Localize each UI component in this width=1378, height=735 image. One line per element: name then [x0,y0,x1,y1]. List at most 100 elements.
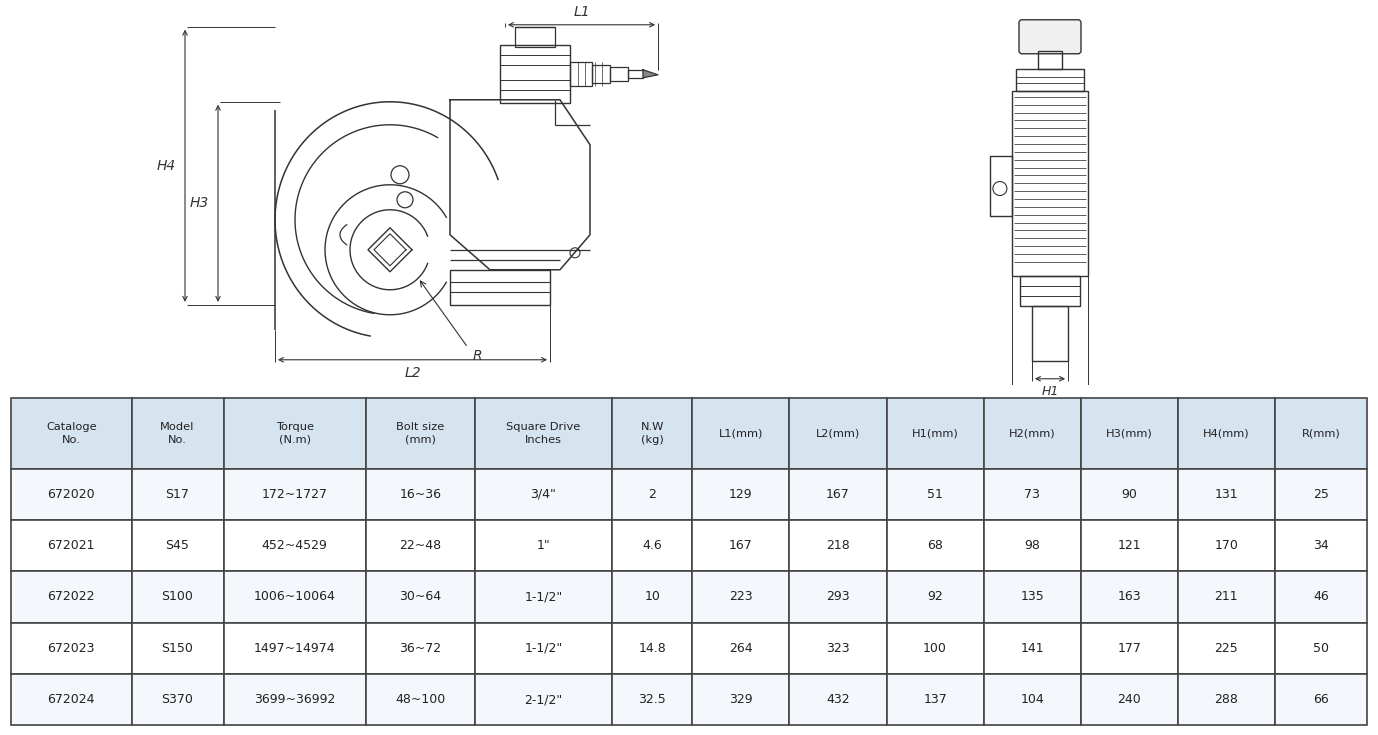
Bar [1080,674,1178,725]
Bar [984,571,1080,623]
Bar [886,520,984,571]
Bar [1178,674,1275,725]
Bar [11,674,131,725]
Bar [1275,674,1367,725]
Bar [474,571,612,623]
Text: 288: 288 [1214,693,1239,706]
Bar [886,469,984,520]
Bar [367,571,474,623]
Text: 225: 225 [1214,642,1239,655]
Bar [131,469,223,520]
Bar [1275,469,1367,520]
Text: 172~1727: 172~1727 [262,488,328,501]
Bar [474,398,612,469]
Text: S17: S17 [165,488,190,501]
Bar [886,571,984,623]
Bar [223,674,367,725]
Bar [628,70,644,78]
Bar [131,623,223,674]
Text: 131: 131 [1214,488,1239,501]
Bar [1080,520,1178,571]
FancyBboxPatch shape [1018,20,1080,54]
Bar [692,520,790,571]
Bar [11,520,131,571]
Bar [367,469,474,520]
Bar [367,623,474,674]
Bar [612,398,692,469]
Text: 1": 1" [536,539,550,552]
Bar [515,26,555,47]
Text: Bolt size
(mm): Bolt size (mm) [397,422,445,445]
Bar [886,398,984,469]
Text: 223: 223 [729,590,752,603]
Text: 98: 98 [1024,539,1040,552]
Bar [984,674,1080,725]
Text: 3/4": 3/4" [531,488,557,501]
Text: 672021: 672021 [47,539,95,552]
Text: H2(mm): H2(mm) [1009,429,1056,439]
Text: 211: 211 [1214,590,1239,603]
Bar [1016,69,1084,91]
Polygon shape [644,70,659,78]
Text: S100: S100 [161,590,193,603]
Text: H4(mm): H4(mm) [1203,429,1250,439]
Text: 10: 10 [645,590,660,603]
Text: 672020: 672020 [47,488,95,501]
Text: L2: L2 [404,366,420,380]
Text: 32.5: 32.5 [638,693,666,706]
Text: 141: 141 [1020,642,1045,655]
Text: 48~100: 48~100 [395,693,445,706]
Text: L2(mm): L2(mm) [816,429,860,439]
Bar [612,520,692,571]
Text: N.W
(kg): N.W (kg) [641,422,664,445]
Bar [790,398,886,469]
Text: 293: 293 [827,590,850,603]
Text: 323: 323 [827,642,850,655]
Text: 73: 73 [1024,488,1040,501]
Text: S370: S370 [161,693,193,706]
Bar [11,469,131,520]
Bar [223,469,367,520]
Text: R(mm): R(mm) [1302,429,1341,439]
Bar [223,623,367,674]
Text: 672024: 672024 [47,693,95,706]
Text: 14.8: 14.8 [638,642,666,655]
Bar [570,62,593,86]
Bar [886,623,984,674]
Bar [790,520,886,571]
Text: L1: L1 [573,4,590,19]
Text: H3: H3 [190,196,209,210]
Bar [610,67,628,81]
Bar [692,623,790,674]
Text: 3699~36992: 3699~36992 [254,693,335,706]
Bar [131,520,223,571]
Text: S45: S45 [165,539,190,552]
Bar [223,571,367,623]
Text: 22~48: 22~48 [400,539,441,552]
Text: 51: 51 [927,488,943,501]
Text: Model
No.: Model No. [160,422,194,445]
Text: Square Drive
Inches: Square Drive Inches [506,422,580,445]
Text: 92: 92 [927,590,943,603]
Bar [1275,520,1367,571]
Bar [790,623,886,674]
Text: 2-1/2": 2-1/2" [524,693,562,706]
Text: 163: 163 [1118,590,1141,603]
Text: 264: 264 [729,642,752,655]
Text: L1(mm): L1(mm) [719,429,763,439]
Text: H3(mm): H3(mm) [1107,429,1152,439]
Bar [692,674,790,725]
Bar [984,398,1080,469]
Text: 1-1/2": 1-1/2" [524,642,562,655]
Bar [1178,398,1275,469]
Bar [11,398,131,469]
Text: H1: H1 [1042,385,1058,398]
Bar [11,571,131,623]
Bar [1275,623,1367,674]
Bar [474,674,612,725]
Bar [500,45,570,103]
Text: 177: 177 [1118,642,1141,655]
Text: 1497~14974: 1497~14974 [254,642,336,655]
Text: 218: 218 [827,539,850,552]
Bar [223,520,367,571]
